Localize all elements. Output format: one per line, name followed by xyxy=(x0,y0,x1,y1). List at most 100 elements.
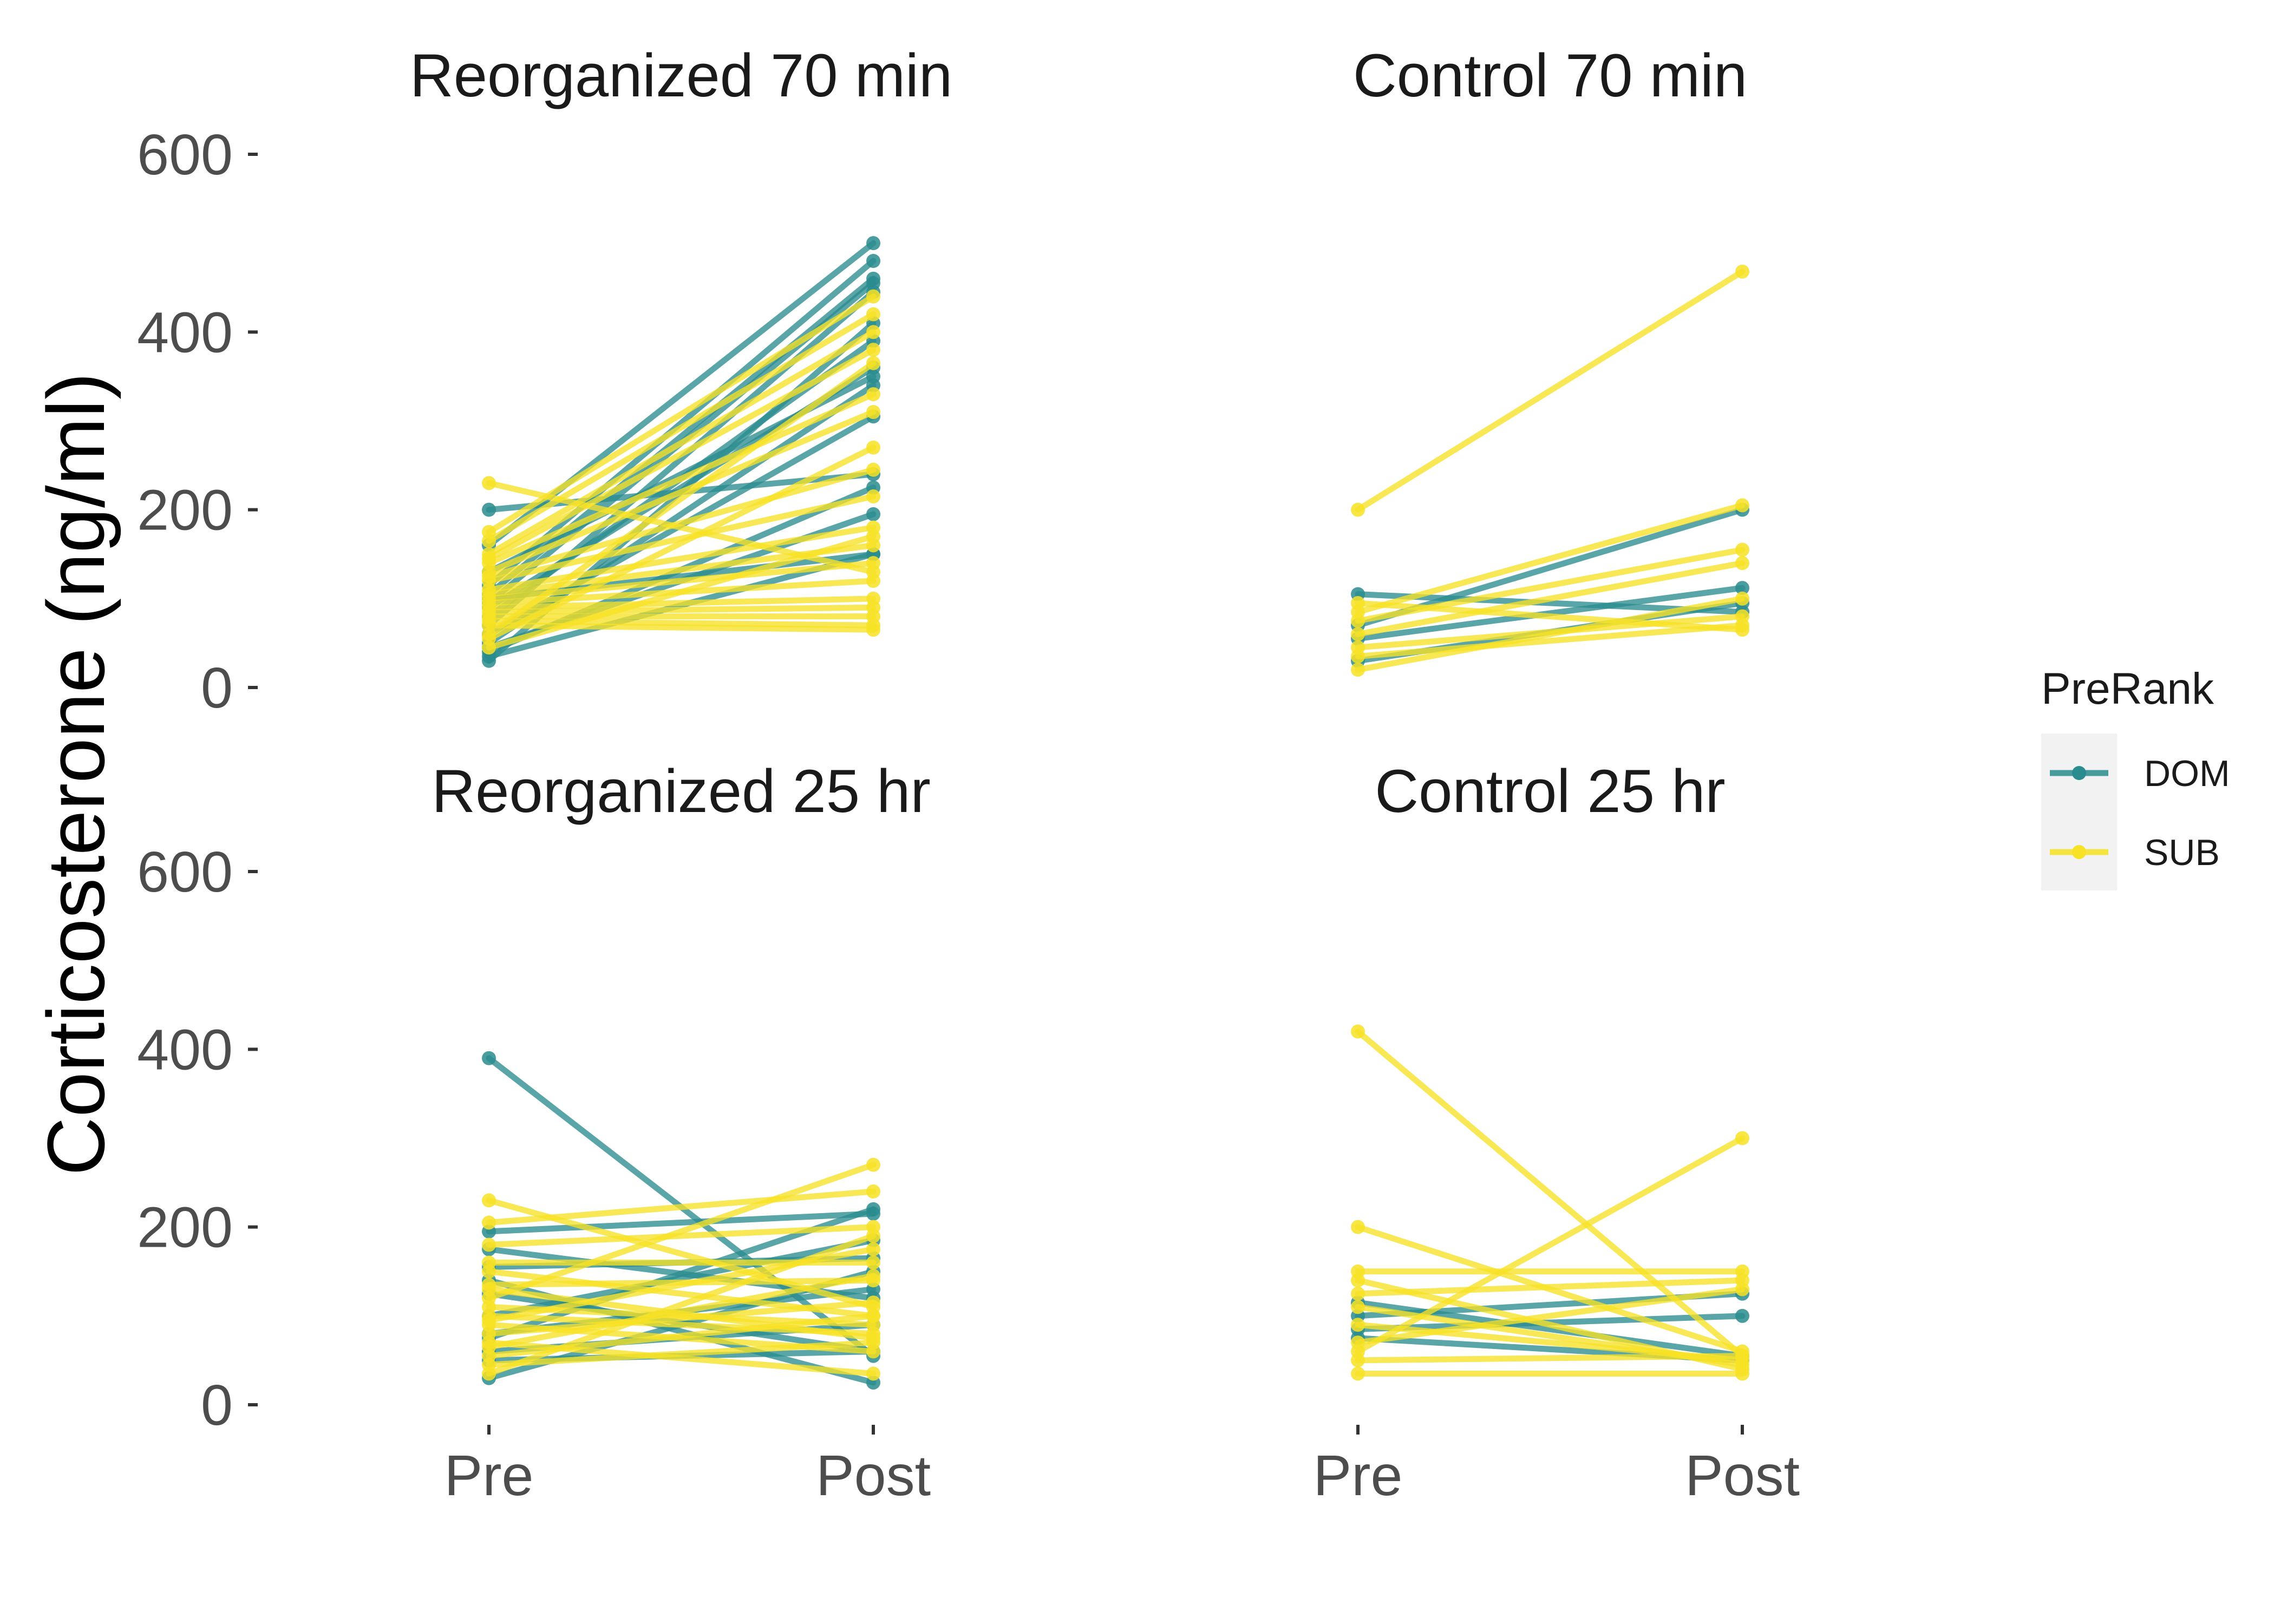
x-tick-label: Pre xyxy=(1314,1444,1403,1508)
data-point-post xyxy=(866,1184,880,1199)
legend-label-dom: DOM xyxy=(2144,753,2230,794)
data-point-pre xyxy=(1351,1353,1365,1367)
series-line-sub xyxy=(486,444,877,642)
data-point-post xyxy=(866,574,880,588)
series-line-sub xyxy=(486,493,877,584)
data-point-post xyxy=(866,489,880,504)
y-tick-label: 400 xyxy=(137,1018,233,1082)
series-line-sub xyxy=(486,525,877,593)
x-axis: Pre Post xyxy=(1314,1425,1800,1508)
panels: 0 200 400 600 0 200 400 600 Reorganized 70 min Co… xyxy=(137,42,1800,1508)
data-point-post xyxy=(866,1268,880,1283)
data-point-post xyxy=(1735,1366,1749,1381)
data-point-pre xyxy=(482,502,496,517)
data-point-post xyxy=(866,1295,880,1310)
data-point-post xyxy=(866,462,880,477)
data-point-pre xyxy=(1351,1366,1365,1381)
data-point-post xyxy=(866,440,880,455)
data-point-post xyxy=(866,507,880,521)
series-line-sub xyxy=(1355,595,1746,673)
facet-title: Reorganized 25 hr xyxy=(432,757,930,825)
series-line-sub xyxy=(1355,1353,1746,1364)
series-line-sub xyxy=(1355,560,1746,637)
data-point-post xyxy=(866,307,880,322)
data-point-post xyxy=(866,356,880,370)
series-line-sub xyxy=(486,1313,877,1337)
series-line-sub xyxy=(486,1339,877,1368)
data-point-post xyxy=(866,1335,880,1350)
series-line-sub xyxy=(486,560,877,602)
series-line-sub xyxy=(486,618,877,628)
facet-title: Reorganized 70 min xyxy=(410,42,952,109)
data-point-post xyxy=(866,343,880,357)
legend-key-point xyxy=(2072,766,2086,780)
data-point-post xyxy=(866,1255,880,1270)
series-lines xyxy=(1351,264,1749,677)
series-lines xyxy=(482,1051,880,1390)
legend-key-background xyxy=(2041,734,2117,890)
series-line-sub xyxy=(486,1162,877,1301)
series-line-dom xyxy=(486,258,877,588)
facet-title: Control 25 hr xyxy=(1375,757,1725,825)
series-line-sub xyxy=(486,467,877,580)
facet-title: Control 70 min xyxy=(1353,42,1747,109)
facet-panel: Control 70 min xyxy=(1351,42,1749,677)
data-point-pre xyxy=(482,1193,496,1208)
data-point-post xyxy=(1735,542,1749,557)
data-point-post xyxy=(1735,618,1749,633)
facet-panel: Reorganized 70 min xyxy=(410,42,952,668)
y-tick-label: 200 xyxy=(137,479,233,542)
y-axis: 0 200 400 600 xyxy=(137,123,258,720)
series-lines xyxy=(482,236,880,668)
series-line-sub xyxy=(486,1224,877,1248)
data-point-pre xyxy=(1351,1286,1365,1301)
data-point-post xyxy=(866,1229,880,1243)
data-point-post xyxy=(866,623,880,637)
series-line-sub xyxy=(486,533,877,651)
series-line-sub xyxy=(1355,1135,1746,1354)
data-point-post xyxy=(866,556,880,571)
series-line-dom xyxy=(1355,585,1746,642)
y-tick-label: 400 xyxy=(137,300,233,364)
x-axis: Pre Post xyxy=(445,1425,931,1508)
series-line-dom xyxy=(486,1210,877,1235)
data-point-post xyxy=(866,387,880,402)
data-point-pre xyxy=(1351,1318,1365,1332)
data-point-post xyxy=(866,236,880,251)
data-point-pre xyxy=(1351,613,1365,628)
series-line-sub xyxy=(486,360,877,637)
series-line-sub xyxy=(1355,547,1746,624)
series-line-sub xyxy=(1355,622,1746,660)
x-tick-label: Post xyxy=(1685,1444,1800,1508)
y-tick-label: 0 xyxy=(201,1373,233,1437)
data-point-post xyxy=(1735,581,1749,595)
data-point-post xyxy=(1735,1348,1749,1363)
data-point-pre xyxy=(1351,649,1365,664)
data-point-pre xyxy=(482,1051,496,1065)
series-line-sub xyxy=(1355,1286,1746,1346)
legend-key-point xyxy=(2072,845,2086,859)
data-point-pre xyxy=(1351,627,1365,641)
series-line-sub xyxy=(486,1188,877,1226)
data-point-post xyxy=(1735,1308,1749,1323)
legend-title: PreRank xyxy=(2041,664,2214,713)
y-tick-label: 600 xyxy=(137,840,233,904)
series-line-sub xyxy=(486,311,877,544)
data-point-post xyxy=(866,289,880,304)
data-point-post xyxy=(866,254,880,268)
series-line-sub xyxy=(1355,269,1746,513)
series-line-sub xyxy=(486,604,877,615)
data-point-post xyxy=(1735,1282,1749,1296)
y-axis: 0 200 400 600 xyxy=(137,840,258,1437)
data-point-pre xyxy=(482,640,496,655)
data-point-pre xyxy=(482,1237,496,1252)
series-line-sub xyxy=(1355,1029,1746,1359)
series-line-sub xyxy=(486,346,877,562)
y-tick-label: 200 xyxy=(137,1196,233,1260)
data-point-pre xyxy=(1351,1220,1365,1234)
legend-label-sub: SUB xyxy=(2144,832,2220,873)
data-point-post xyxy=(1735,1131,1749,1145)
data-point-pre xyxy=(482,653,496,668)
data-point-pre xyxy=(1351,1024,1365,1039)
